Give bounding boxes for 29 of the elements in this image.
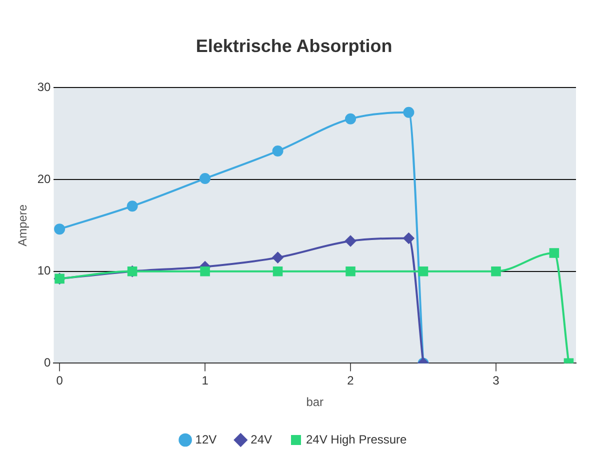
chart-title: Elektrische Absorption (196, 36, 392, 56)
x-tick-label: 1 (202, 374, 209, 388)
point (418, 266, 428, 276)
y-tick-label: 30 (37, 80, 52, 94)
x-tick-label: 2 (347, 374, 354, 388)
point (403, 232, 414, 244)
point (126, 200, 138, 212)
point (345, 236, 356, 247)
legend-label: 24V (250, 432, 272, 446)
legend-label: 12V (195, 432, 217, 446)
x-tick-label: 3 (492, 374, 500, 388)
point (549, 248, 560, 258)
x-axis-title: bar (306, 395, 324, 410)
x-tick-label: 0 (56, 374, 64, 388)
point (272, 145, 284, 156)
y-tick-label: 10 (37, 264, 52, 278)
point (491, 266, 501, 276)
point (345, 113, 356, 124)
point (200, 173, 211, 184)
y-tick-label: 20 (37, 172, 52, 186)
point (54, 224, 66, 235)
point (272, 266, 283, 276)
point (403, 106, 414, 118)
point (346, 266, 356, 276)
legend-label: 24V High Pressure (306, 432, 408, 446)
y-axis-title: Ampere (16, 204, 30, 246)
y-tick-label: 0 (44, 356, 52, 370)
point (200, 266, 210, 276)
point (272, 252, 284, 264)
